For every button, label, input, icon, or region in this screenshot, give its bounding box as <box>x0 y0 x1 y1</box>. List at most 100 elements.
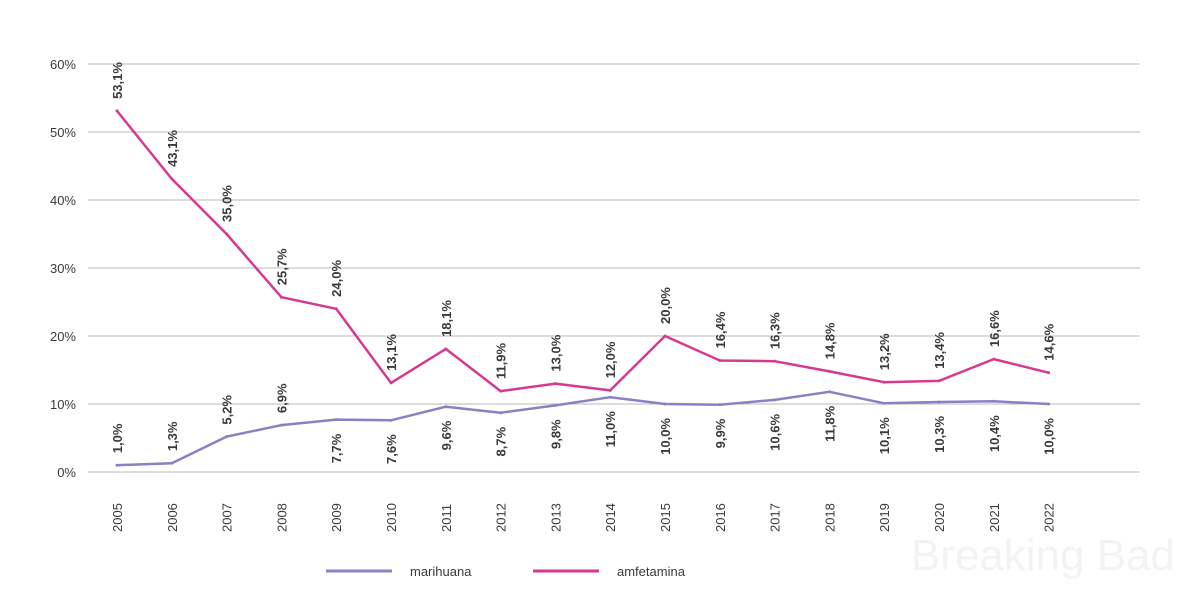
legend-label-amfetamina: amfetamina <box>617 564 686 579</box>
x-tick-label: 2016 <box>713 503 728 532</box>
data-label-amfetamina: 35,0% <box>220 185 235 222</box>
gridlines <box>88 63 1140 473</box>
data-label-amfetamina: 53,1% <box>110 62 125 99</box>
data-label-amfetamina: 11,9% <box>494 342 509 379</box>
series-line-amfetamina <box>116 110 1049 393</box>
data-point-marihuana <box>663 402 667 406</box>
data-label-amfetamina: 24,0% <box>329 259 344 296</box>
data-label-amfetamina: 13,4% <box>932 332 947 369</box>
x-tick-label: 2010 <box>384 503 399 532</box>
data-point-amfetamina <box>170 177 174 181</box>
legend: marihuana amfetamina <box>326 564 686 579</box>
data-label-marihuana: 1,3% <box>165 421 180 451</box>
data-point-marihuana <box>1047 402 1051 406</box>
data-label-amfetamina: 20,0% <box>658 287 673 324</box>
data-label-marihuana: 10,0% <box>658 418 673 455</box>
x-tick-label: 2020 <box>932 503 947 532</box>
y-tick-label: 60% <box>50 57 76 72</box>
data-label-marihuana: 6,9% <box>274 383 289 413</box>
data-point-marihuana <box>773 398 777 402</box>
data-point-amfetamina <box>608 388 612 392</box>
data-point-amfetamina <box>499 389 503 393</box>
data-point-amfetamina <box>882 380 886 384</box>
data-point-marihuana <box>279 423 283 427</box>
y-tick-label: 50% <box>50 125 76 140</box>
data-label-marihuana: 9,6% <box>439 420 454 450</box>
data-point-marihuana <box>389 418 393 422</box>
data-point-marihuana <box>608 395 612 399</box>
data-label-amfetamina: 18,1% <box>439 300 454 337</box>
series-line-marihuana <box>116 390 1049 467</box>
data-label-marihuana: 10,4% <box>987 415 1002 452</box>
y-tick-label: 30% <box>50 261 76 276</box>
y-tick-label: 10% <box>50 397 76 412</box>
data-label-amfetamina: 16,6% <box>987 310 1002 347</box>
data-point-amfetamina <box>279 295 283 299</box>
data-point-amfetamina <box>992 357 996 361</box>
data-label-amfetamina: 13,0% <box>548 334 563 371</box>
data-point-marihuana <box>170 461 174 465</box>
x-tick-label: 2017 <box>768 503 783 532</box>
y-tick-label: 0% <box>57 465 76 480</box>
data-point-amfetamina <box>444 347 448 351</box>
y-axis-ticks: 0% 10% 20% 30% 40% 50% 60% <box>50 57 76 480</box>
data-label-marihuana: 5,2% <box>220 395 235 425</box>
x-tick-label: 2007 <box>220 503 235 532</box>
x-tick-label: 2014 <box>603 503 618 532</box>
x-tick-label: 2015 <box>658 503 673 532</box>
data-label-amfetamina: 13,1% <box>384 334 399 371</box>
data-point-marihuana <box>225 435 229 439</box>
data-point-amfetamina <box>225 232 229 236</box>
data-label-marihuana: 8,7% <box>494 426 509 456</box>
data-label-marihuana: 7,7% <box>329 433 344 463</box>
data-label-amfetamina: 13,2% <box>877 333 892 370</box>
x-tick-label: 2012 <box>494 503 509 532</box>
x-tick-label: 2018 <box>822 503 837 532</box>
data-point-marihuana <box>937 400 941 404</box>
data-label-marihuana: 10,1% <box>877 417 892 454</box>
data-point-amfetamina <box>115 109 119 113</box>
data-label-marihuana: 10,6% <box>768 413 783 450</box>
data-label-amfetamina: 12,0% <box>603 341 618 378</box>
x-axis-ticks: 2005 2006 2007 2008 2009 2010 2011 2012 2013 2014… <box>110 503 1057 532</box>
data-label-amfetamina: 43,1% <box>165 130 180 167</box>
data-point-amfetamina <box>937 379 941 383</box>
data-label-marihuana: 9,8% <box>548 419 563 449</box>
data-point-marihuana <box>334 418 338 422</box>
data-point-marihuana <box>553 403 557 407</box>
data-label-amfetamina: 25,7% <box>274 248 289 285</box>
data-point-amfetamina <box>1047 371 1051 375</box>
data-label-marihuana: 10,3% <box>932 416 947 453</box>
data-point-marihuana <box>115 463 119 467</box>
x-tick-label: 2011 <box>439 504 454 532</box>
data-label-marihuana: 7,6% <box>384 434 399 464</box>
data-label-amfetamina: 14,8% <box>822 322 837 359</box>
data-point-marihuana <box>992 399 996 403</box>
data-label-marihuana: 11,8% <box>822 405 837 442</box>
data-point-marihuana <box>827 390 831 394</box>
x-tick-label: 2019 <box>877 503 892 532</box>
watermark: Breaking Bad <box>911 531 1175 580</box>
data-point-amfetamina <box>553 382 557 386</box>
data-label-marihuana: 1,0% <box>110 423 125 453</box>
y-tick-label: 40% <box>50 193 76 208</box>
data-label-marihuana: 10,0% <box>1042 418 1057 455</box>
data-point-amfetamina <box>827 369 831 373</box>
x-tick-label: 2008 <box>274 503 289 532</box>
y-tick-label: 20% <box>50 329 76 344</box>
data-point-amfetamina <box>334 307 338 311</box>
data-point-marihuana <box>444 405 448 409</box>
x-tick-label: 2006 <box>165 503 180 532</box>
data-point-amfetamina <box>389 381 393 385</box>
data-label-marihuana: 9,9% <box>713 418 728 448</box>
data-point-marihuana <box>882 401 886 405</box>
data-label-amfetamina: 16,3% <box>768 312 783 349</box>
series-lines <box>115 109 1051 467</box>
data-point-amfetamina <box>663 334 667 338</box>
x-tick-label: 2022 <box>1042 503 1057 532</box>
data-label-marihuana: 11,0% <box>603 411 618 448</box>
data-labels: 53,1% 1,0% 43,1% 1,3% 35,0% 5,2% 25,7% 6,9% 24,0… <box>110 62 1057 464</box>
data-label-amfetamina: 14,6% <box>1042 323 1057 360</box>
